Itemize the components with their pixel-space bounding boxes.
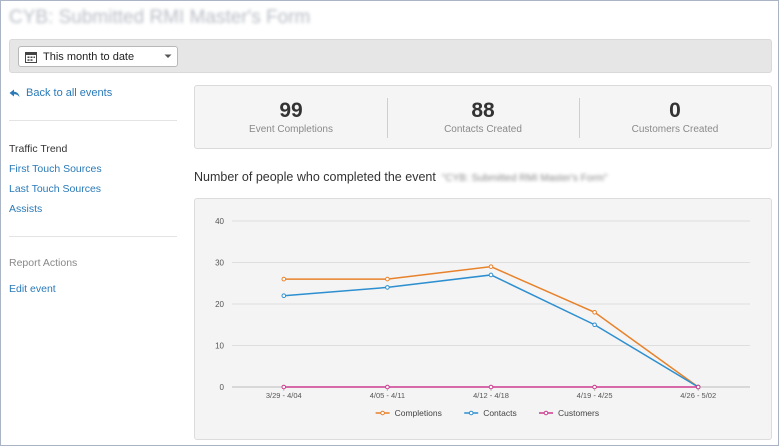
x-tick-label: 4/19 - 4/25 bbox=[577, 391, 613, 400]
line-chart: 0 10 20 30 40 3/29 - 4/04 4/05 - 4/11 4/12 - 4/… bbox=[215, 217, 750, 418]
data-point-customers bbox=[488, 384, 494, 390]
x-tick-label: 3/29 - 4/04 bbox=[266, 391, 302, 400]
x-tick-label: 4/26 - 5/02 bbox=[680, 391, 716, 400]
page-title: CYB: Submitted RMI Master's Form bbox=[9, 7, 311, 28]
stat-label: Customers Created bbox=[631, 124, 719, 135]
stat-customers-created: 0 Customers Created bbox=[579, 86, 771, 148]
data-point-customers bbox=[695, 384, 701, 390]
data-point-contacts bbox=[385, 285, 390, 290]
chevron-down-icon bbox=[163, 51, 173, 61]
series-line-contacts bbox=[283, 274, 699, 388]
chart-panel: 0 10 20 30 40 3/29 - 4/04 4/05 - 4/11 4/12 - 4/… bbox=[194, 198, 772, 440]
sidebar-item-last-touch-sources[interactable]: Last Touch Sources bbox=[9, 183, 102, 195]
stat-label: Event Completions bbox=[249, 124, 333, 135]
series-line-completions bbox=[283, 265, 699, 388]
stats-panel: 99 Event Completions 88 Contacts Created… bbox=[194, 85, 772, 149]
date-range-label: This month to date bbox=[43, 50, 135, 63]
stat-value: 99 bbox=[279, 99, 303, 122]
legend-label: Completions bbox=[395, 408, 442, 418]
data-point-contacts bbox=[281, 293, 287, 298]
y-tick-label: 10 bbox=[215, 342, 224, 351]
traffic-trend-heading: Traffic Trend bbox=[9, 143, 68, 155]
toolbar: This month to date bbox=[9, 39, 772, 73]
data-point-completions bbox=[281, 276, 287, 282]
x-tick-label: 4/05 - 4/11 bbox=[370, 391, 405, 400]
sidebar-divider bbox=[9, 120, 177, 121]
data-point-completions bbox=[592, 310, 597, 315]
stat-value: 0 bbox=[669, 99, 681, 122]
y-tick-label: 30 bbox=[215, 259, 224, 268]
legend-label: Contacts bbox=[483, 408, 517, 418]
data-point-contacts bbox=[592, 322, 597, 328]
stat-contacts-created: 88 Contacts Created bbox=[387, 86, 579, 148]
date-range-select[interactable]: This month to date bbox=[18, 46, 178, 67]
data-point-completions bbox=[488, 264, 494, 269]
y-tick-label: 40 bbox=[215, 217, 224, 226]
back-arrow-icon bbox=[9, 89, 20, 97]
chart-heading-event-name: "CYB: Submitted RMI Master's Form" bbox=[441, 173, 608, 184]
sidebar-divider bbox=[9, 236, 177, 237]
data-point-customers bbox=[385, 384, 390, 390]
y-tick-label: 20 bbox=[215, 300, 224, 309]
legend-marker bbox=[543, 410, 549, 416]
y-tick-label: 0 bbox=[220, 383, 225, 392]
sidebar-item-first-touch-sources[interactable]: First Touch Sources bbox=[9, 163, 102, 175]
chart-heading: Number of people who completed the event… bbox=[194, 170, 608, 184]
back-to-events-link[interactable]: Back to all events bbox=[9, 87, 112, 99]
calendar-icon bbox=[25, 51, 37, 63]
x-tick-label: 4/12 - 4/18 bbox=[473, 391, 509, 400]
report-actions-heading: Report Actions bbox=[9, 257, 78, 269]
stat-event-completions: 99 Event Completions bbox=[195, 86, 387, 148]
legend-label: Customers bbox=[558, 408, 599, 418]
data-point-completions bbox=[385, 276, 390, 282]
stat-label: Contacts Created bbox=[444, 124, 522, 135]
data-point-customers bbox=[592, 384, 597, 390]
stat-value: 88 bbox=[471, 99, 495, 122]
back-link-label: Back to all events bbox=[26, 87, 113, 99]
legend-marker bbox=[380, 410, 385, 416]
sidebar-item-assists[interactable]: Assists bbox=[9, 203, 43, 215]
data-point-contacts bbox=[488, 272, 494, 278]
data-point-customers bbox=[281, 384, 287, 390]
legend-marker bbox=[468, 410, 474, 416]
edit-event-link[interactable]: Edit event bbox=[9, 283, 56, 295]
chart-heading-text: Number of people who completed the event bbox=[194, 170, 436, 184]
